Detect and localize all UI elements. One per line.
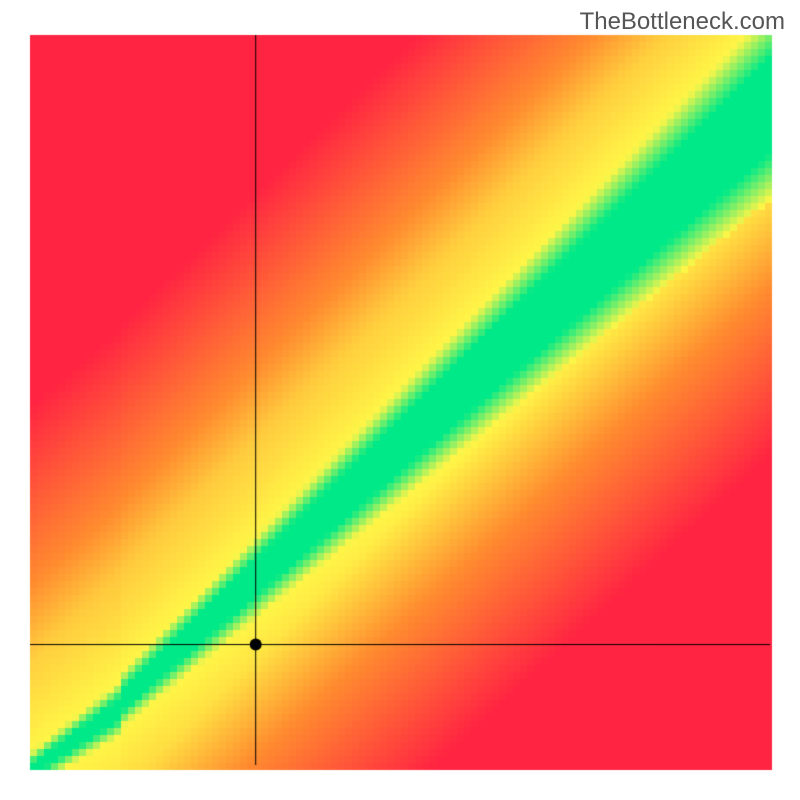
watermark-text: TheBottleneck.com: [580, 8, 785, 36]
bottleneck-heatmap: [0, 0, 800, 800]
